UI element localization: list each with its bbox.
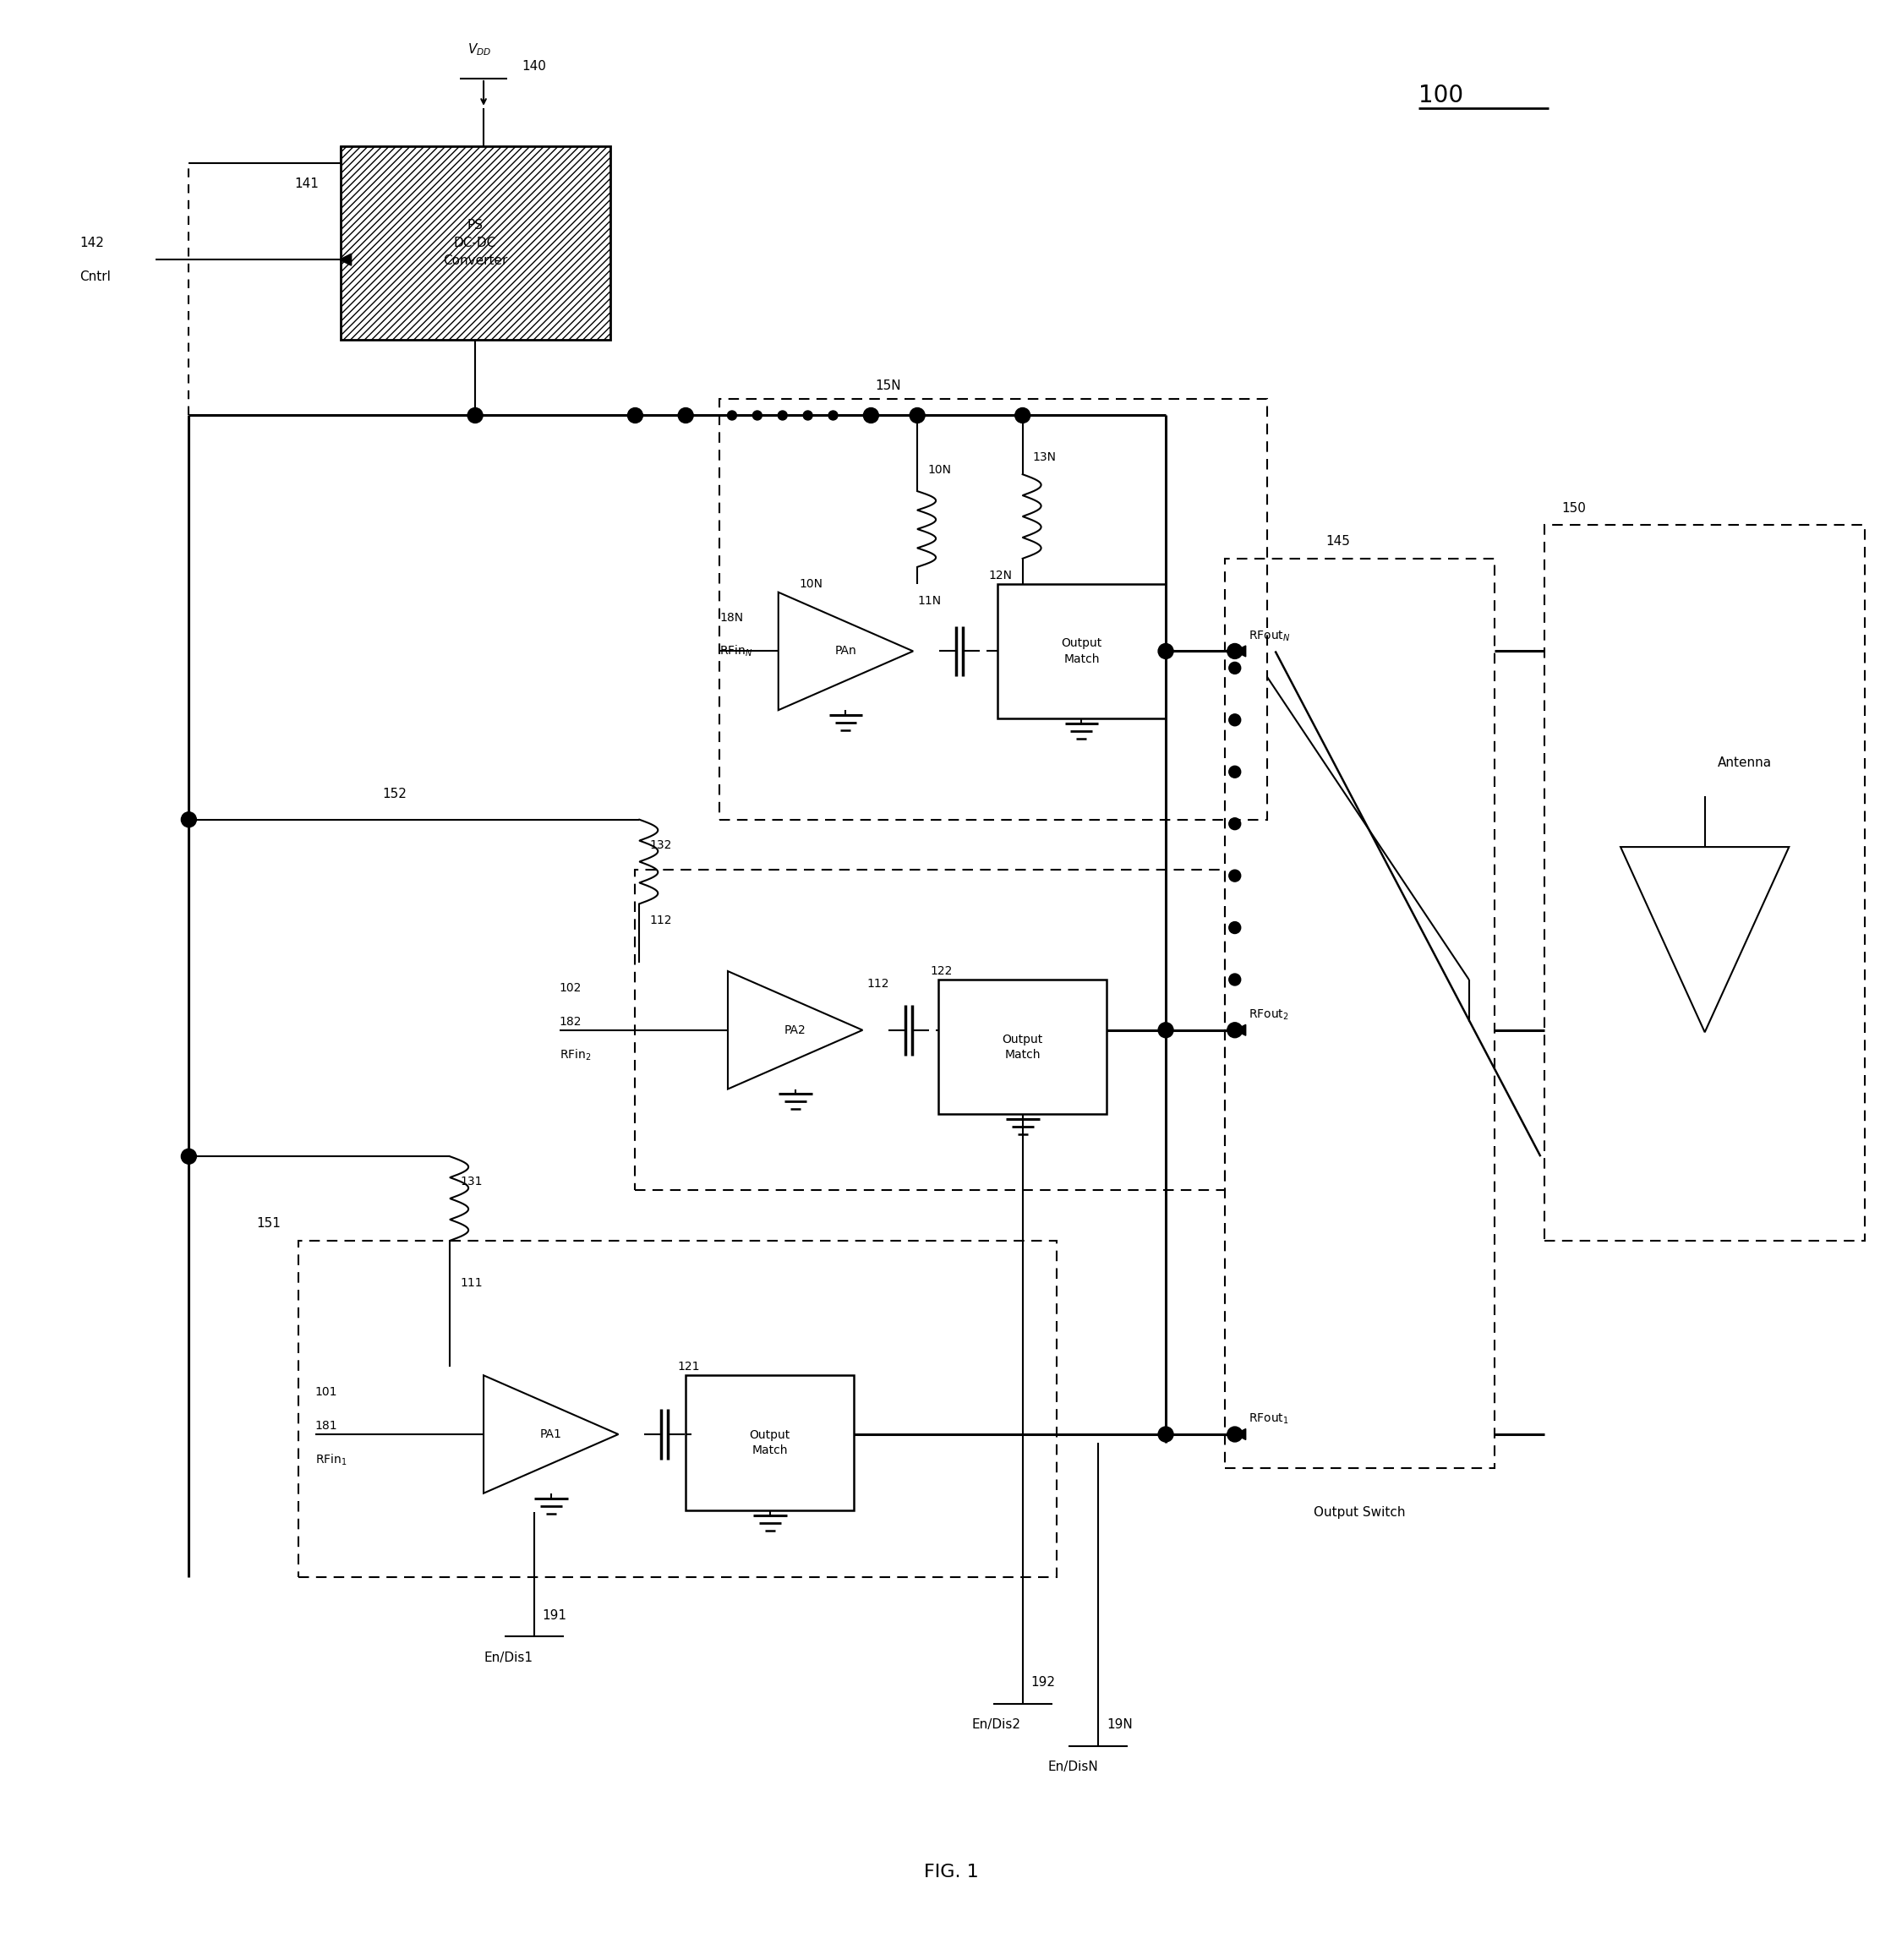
Polygon shape: [778, 592, 913, 710]
Text: 18N: 18N: [719, 612, 744, 623]
Text: 150: 150: [1562, 502, 1586, 514]
Text: 142: 142: [80, 237, 105, 249]
Text: Output
Match: Output Match: [1002, 1033, 1042, 1060]
Text: 151: 151: [257, 1217, 281, 1231]
Circle shape: [727, 412, 736, 419]
FancyBboxPatch shape: [997, 584, 1166, 719]
Text: Cntrl: Cntrl: [80, 270, 110, 282]
Circle shape: [1229, 662, 1240, 674]
Text: PA1: PA1: [540, 1429, 561, 1441]
Text: En/DisN: En/DisN: [1048, 1760, 1097, 1774]
Circle shape: [864, 408, 879, 423]
Text: 10N: 10N: [928, 465, 951, 476]
Text: PS
DC-DC
Converter: PS DC-DC Converter: [443, 220, 508, 267]
Text: RFout$_2$: RFout$_2$: [1248, 1007, 1290, 1021]
Circle shape: [1016, 408, 1031, 423]
Text: 145: 145: [1326, 535, 1350, 549]
Polygon shape: [1234, 645, 1246, 657]
Circle shape: [829, 412, 837, 419]
Circle shape: [778, 412, 787, 419]
Circle shape: [679, 408, 694, 423]
Circle shape: [1227, 1023, 1242, 1037]
Circle shape: [1227, 1427, 1242, 1443]
Text: 15N: 15N: [875, 380, 902, 392]
Text: 100: 100: [1419, 84, 1463, 108]
Text: 191: 191: [542, 1609, 567, 1621]
Circle shape: [1229, 870, 1240, 882]
Text: RFout$_1$: RFout$_1$: [1248, 1413, 1290, 1427]
Text: FIG. 1: FIG. 1: [924, 1864, 978, 1880]
Text: 102: 102: [559, 982, 582, 994]
Circle shape: [1229, 713, 1240, 725]
Polygon shape: [483, 1376, 618, 1494]
Circle shape: [1158, 1023, 1174, 1037]
FancyBboxPatch shape: [687, 1376, 854, 1509]
Text: 131: 131: [460, 1176, 483, 1188]
Text: 122: 122: [930, 964, 953, 978]
Text: 112: 112: [649, 915, 671, 927]
Circle shape: [468, 408, 483, 423]
Circle shape: [1229, 817, 1240, 829]
Text: $V_{DD}$: $V_{DD}$: [468, 41, 491, 57]
Text: Antenna: Antenna: [1718, 757, 1771, 768]
Text: 12N: 12N: [989, 570, 1012, 582]
Text: En/Dis1: En/Dis1: [483, 1650, 533, 1664]
Text: 141: 141: [295, 178, 318, 190]
FancyBboxPatch shape: [938, 980, 1107, 1115]
Circle shape: [181, 1149, 196, 1164]
Text: 112: 112: [867, 978, 888, 990]
Text: 11N: 11N: [917, 594, 941, 606]
Text: 152: 152: [382, 788, 407, 802]
Circle shape: [1158, 1427, 1174, 1443]
Text: PA2: PA2: [784, 1025, 806, 1037]
Text: RFout$_N$: RFout$_N$: [1248, 629, 1290, 643]
Text: RFin$_2$: RFin$_2$: [559, 1049, 592, 1062]
Circle shape: [1158, 643, 1174, 659]
Text: 121: 121: [677, 1360, 700, 1372]
Circle shape: [909, 408, 924, 423]
Circle shape: [181, 811, 196, 827]
Polygon shape: [728, 970, 864, 1090]
Circle shape: [1229, 974, 1240, 986]
Circle shape: [803, 412, 812, 419]
Polygon shape: [340, 253, 352, 265]
Polygon shape: [1234, 1429, 1246, 1441]
Text: 101: 101: [316, 1386, 337, 1397]
Text: 140: 140: [521, 59, 546, 73]
Polygon shape: [1234, 1025, 1246, 1035]
Circle shape: [1227, 643, 1242, 659]
Circle shape: [628, 408, 643, 423]
Text: 181: 181: [316, 1419, 339, 1433]
Text: Output Switch: Output Switch: [1314, 1505, 1406, 1519]
Text: 19N: 19N: [1107, 1719, 1134, 1731]
Text: Output
Match: Output Match: [749, 1429, 791, 1456]
FancyBboxPatch shape: [340, 145, 611, 339]
Polygon shape: [1621, 847, 1790, 1033]
Circle shape: [1229, 921, 1240, 933]
Text: RFin$_N$: RFin$_N$: [719, 643, 753, 659]
Text: RFin$_1$: RFin$_1$: [316, 1452, 346, 1466]
Text: Output
Match: Output Match: [1061, 637, 1101, 664]
Text: 182: 182: [559, 1015, 582, 1027]
Text: 192: 192: [1031, 1676, 1056, 1690]
Text: En/Dis2: En/Dis2: [972, 1719, 1021, 1731]
Text: 10N: 10N: [799, 578, 824, 590]
Text: 111: 111: [460, 1276, 483, 1288]
Circle shape: [753, 412, 763, 419]
Text: PAn: PAn: [835, 645, 856, 657]
Circle shape: [1229, 766, 1240, 778]
Text: 13N: 13N: [1033, 451, 1056, 463]
Text: 132: 132: [649, 839, 671, 851]
